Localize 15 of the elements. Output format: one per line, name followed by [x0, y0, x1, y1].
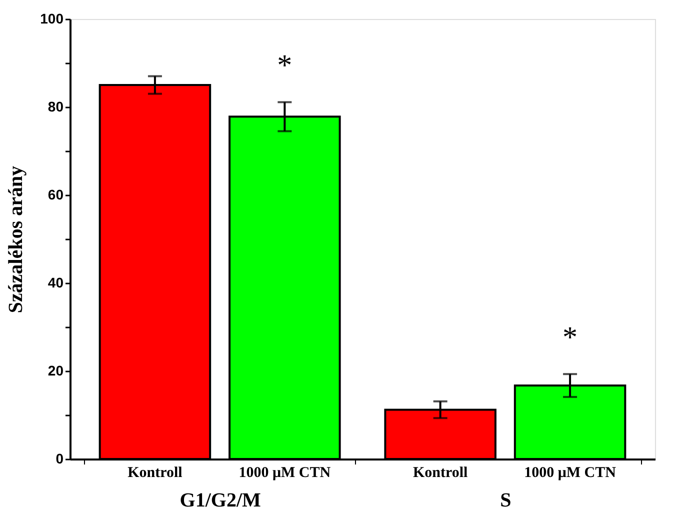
series-label: 1000 μM CTN	[238, 465, 331, 481]
x-tick-label: G1/G2/M	[180, 490, 261, 512]
y-tick-label: 100	[40, 10, 64, 26]
y-tick-label: 20	[48, 362, 64, 378]
text: 1000 μM CTN	[524, 465, 616, 481]
y-tick-label: 0	[56, 450, 64, 466]
y-axis-title: Százalékos arány	[5, 166, 28, 314]
y-tick-label: 60	[48, 186, 64, 202]
annotation: *	[277, 49, 292, 82]
series-label: Kontroll	[128, 465, 182, 481]
y-tick-label: 40	[48, 274, 64, 290]
annotation: *	[562, 321, 578, 354]
x-tick-label: S	[500, 490, 512, 512]
y-tick-label: 80	[48, 98, 64, 114]
text: Kontroll	[412, 465, 468, 481]
